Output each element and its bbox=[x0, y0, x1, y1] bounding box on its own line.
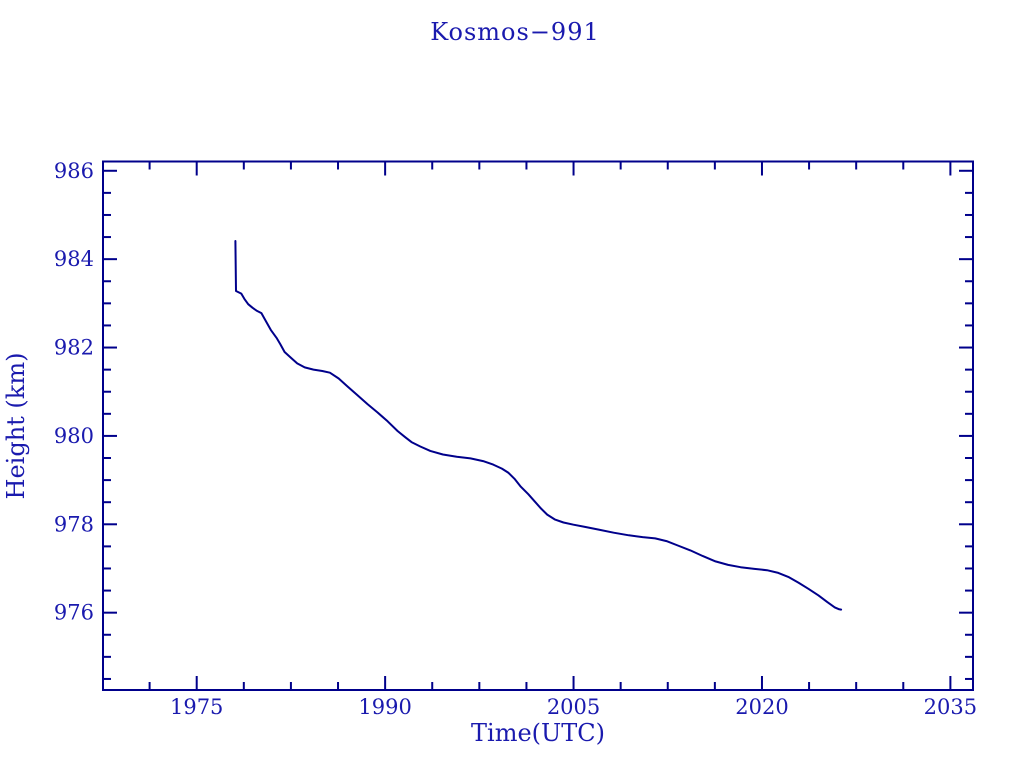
x-tick-label: 1990 bbox=[358, 695, 411, 719]
y-tick-label: 984 bbox=[54, 247, 94, 271]
y-tick-label: 982 bbox=[54, 336, 94, 360]
x-tick-label: 2020 bbox=[735, 695, 788, 719]
height-curve bbox=[234, 240, 843, 611]
height-series-line bbox=[234, 240, 843, 611]
y-tick-label: 976 bbox=[54, 601, 94, 625]
plot-axes: 1975 1990 2005 2020 2035 976 978 980 982 984 986 bbox=[54, 159, 977, 719]
x-tick-label: 2005 bbox=[547, 695, 600, 719]
x-axis-label: Time(UTC) bbox=[471, 719, 605, 747]
x-tick-label: 1975 bbox=[170, 695, 223, 719]
x-tick-label: 2035 bbox=[924, 695, 977, 719]
chart-title: Kosmos−991 bbox=[430, 18, 600, 46]
y-tick-label: 978 bbox=[54, 512, 94, 536]
y-tick-label: 986 bbox=[54, 159, 94, 183]
plot-frame bbox=[102, 160, 974, 691]
y-tick-label: 980 bbox=[54, 424, 94, 448]
y-axis-label: Height (km) bbox=[2, 353, 30, 500]
